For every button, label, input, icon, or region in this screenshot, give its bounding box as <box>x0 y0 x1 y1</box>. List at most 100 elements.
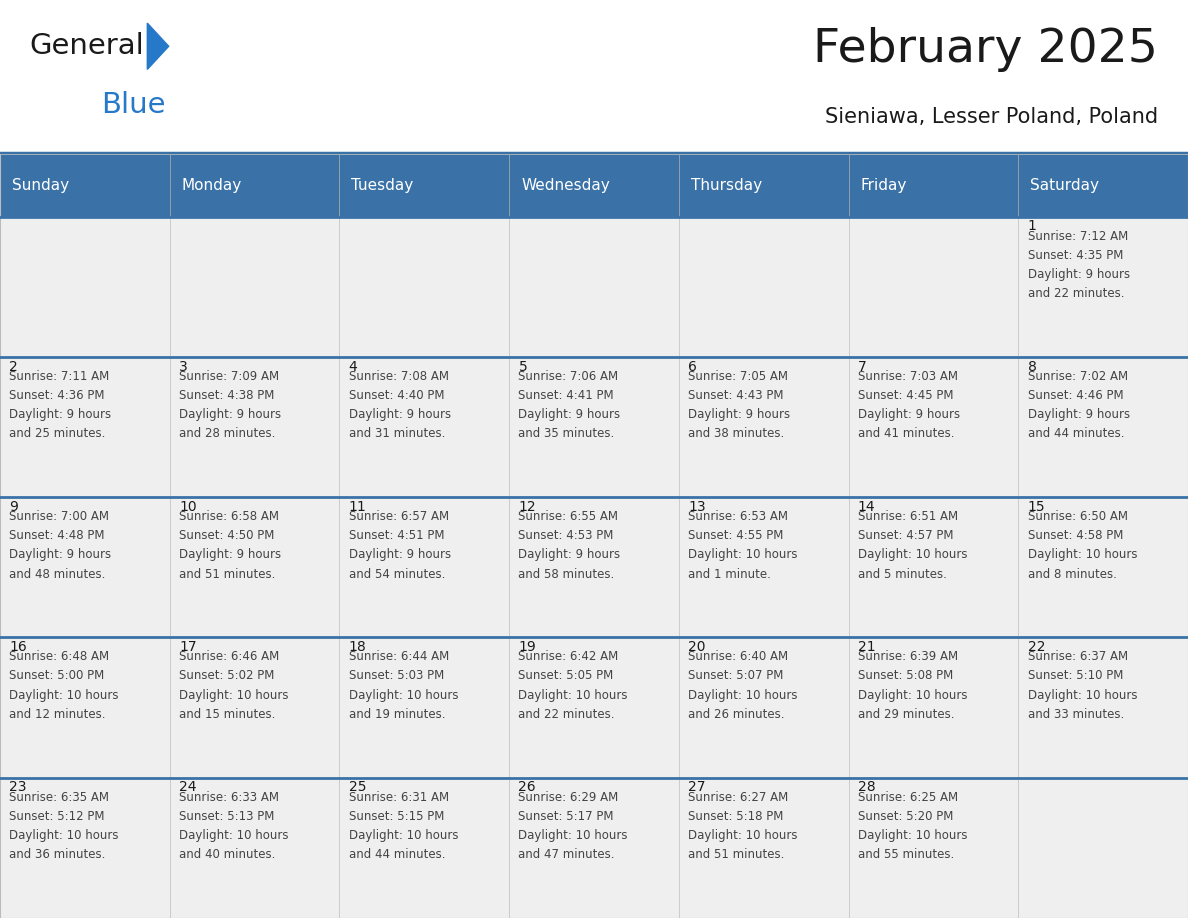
Text: Sieniawa, Lesser Poland, Poland: Sieniawa, Lesser Poland, Poland <box>826 107 1158 128</box>
Text: Daylight: 9 hours: Daylight: 9 hours <box>349 409 451 421</box>
Text: Sunset: 5:10 PM: Sunset: 5:10 PM <box>1028 669 1123 682</box>
Text: and 44 minutes.: and 44 minutes. <box>349 848 446 861</box>
Text: and 55 minutes.: and 55 minutes. <box>858 848 954 861</box>
Bar <box>848 498 1018 637</box>
Text: and 54 minutes.: and 54 minutes. <box>349 567 446 580</box>
Bar <box>340 154 510 217</box>
Text: Daylight: 10 hours: Daylight: 10 hours <box>1028 548 1137 561</box>
Text: Sunset: 5:07 PM: Sunset: 5:07 PM <box>688 669 784 682</box>
Text: Sunrise: 7:02 AM: Sunrise: 7:02 AM <box>1028 370 1127 383</box>
Text: Sunrise: 7:12 AM: Sunrise: 7:12 AM <box>1028 230 1127 242</box>
Bar <box>848 637 1018 778</box>
Text: and 31 minutes.: and 31 minutes. <box>349 427 446 441</box>
Text: Sunset: 4:50 PM: Sunset: 4:50 PM <box>179 529 274 543</box>
Text: Sunset: 4:46 PM: Sunset: 4:46 PM <box>1028 389 1123 402</box>
Text: Sunset: 4:51 PM: Sunset: 4:51 PM <box>349 529 444 543</box>
Text: and 38 minutes.: and 38 minutes. <box>688 427 784 441</box>
Text: 3: 3 <box>179 360 188 374</box>
Bar <box>1018 778 1188 918</box>
Text: Sunset: 5:12 PM: Sunset: 5:12 PM <box>10 810 105 823</box>
Text: 1: 1 <box>1028 219 1036 233</box>
Text: Sunrise: 6:35 AM: Sunrise: 6:35 AM <box>10 790 109 803</box>
Text: Daylight: 9 hours: Daylight: 9 hours <box>10 548 112 561</box>
Bar <box>1018 357 1188 498</box>
Text: Daylight: 9 hours: Daylight: 9 hours <box>10 409 112 421</box>
Text: Sunset: 5:20 PM: Sunset: 5:20 PM <box>858 810 953 823</box>
Text: Sunrise: 6:37 AM: Sunrise: 6:37 AM <box>1028 650 1127 664</box>
Text: 11: 11 <box>349 500 367 514</box>
Text: and 47 minutes.: and 47 minutes. <box>518 848 615 861</box>
Text: and 48 minutes.: and 48 minutes. <box>10 567 106 580</box>
Text: Sunset: 5:15 PM: Sunset: 5:15 PM <box>349 810 444 823</box>
Text: Sunday: Sunday <box>12 178 69 193</box>
Bar <box>1018 498 1188 637</box>
Bar <box>340 357 510 498</box>
Text: Daylight: 10 hours: Daylight: 10 hours <box>518 829 628 842</box>
Text: Daylight: 9 hours: Daylight: 9 hours <box>518 409 620 421</box>
Text: 7: 7 <box>858 360 867 374</box>
Text: Sunset: 4:36 PM: Sunset: 4:36 PM <box>10 389 105 402</box>
Text: 26: 26 <box>518 780 536 794</box>
Text: 22: 22 <box>1028 640 1045 655</box>
Text: Sunrise: 6:40 AM: Sunrise: 6:40 AM <box>688 650 789 664</box>
Text: 14: 14 <box>858 500 876 514</box>
Text: Sunrise: 6:51 AM: Sunrise: 6:51 AM <box>858 510 958 523</box>
Text: Sunrise: 7:03 AM: Sunrise: 7:03 AM <box>858 370 958 383</box>
Bar <box>0 498 170 637</box>
Text: and 22 minutes.: and 22 minutes. <box>1028 287 1124 300</box>
Text: Daylight: 9 hours: Daylight: 9 hours <box>1028 268 1130 281</box>
Bar <box>170 154 340 217</box>
Bar <box>170 778 340 918</box>
Text: Sunset: 5:08 PM: Sunset: 5:08 PM <box>858 669 953 682</box>
Text: Sunrise: 6:44 AM: Sunrise: 6:44 AM <box>349 650 449 664</box>
Bar <box>1018 217 1188 357</box>
Text: Sunset: 5:13 PM: Sunset: 5:13 PM <box>179 810 274 823</box>
Bar <box>0 357 170 498</box>
Text: and 28 minutes.: and 28 minutes. <box>179 427 276 441</box>
Text: Daylight: 10 hours: Daylight: 10 hours <box>858 688 967 701</box>
Text: and 41 minutes.: and 41 minutes. <box>858 427 954 441</box>
Text: Sunrise: 6:27 AM: Sunrise: 6:27 AM <box>688 790 789 803</box>
Text: Sunrise: 7:09 AM: Sunrise: 7:09 AM <box>179 370 279 383</box>
Bar <box>848 778 1018 918</box>
Bar <box>678 778 848 918</box>
Text: Sunset: 5:00 PM: Sunset: 5:00 PM <box>10 669 105 682</box>
Text: 12: 12 <box>518 500 536 514</box>
Text: 2: 2 <box>10 360 18 374</box>
Text: and 8 minutes.: and 8 minutes. <box>1028 567 1117 580</box>
Text: and 36 minutes.: and 36 minutes. <box>10 848 106 861</box>
Bar <box>678 154 848 217</box>
Text: 4: 4 <box>349 360 358 374</box>
Text: Sunset: 5:17 PM: Sunset: 5:17 PM <box>518 810 614 823</box>
Bar <box>340 637 510 778</box>
Text: Sunrise: 7:05 AM: Sunrise: 7:05 AM <box>688 370 788 383</box>
Text: Daylight: 10 hours: Daylight: 10 hours <box>10 829 119 842</box>
Text: 10: 10 <box>179 500 197 514</box>
Text: Sunset: 4:58 PM: Sunset: 4:58 PM <box>1028 529 1123 543</box>
Text: Sunset: 4:35 PM: Sunset: 4:35 PM <box>1028 249 1123 262</box>
Text: 13: 13 <box>688 500 706 514</box>
Text: and 25 minutes.: and 25 minutes. <box>10 427 106 441</box>
Text: Daylight: 9 hours: Daylight: 9 hours <box>179 409 282 421</box>
Text: 27: 27 <box>688 780 706 794</box>
Text: Daylight: 10 hours: Daylight: 10 hours <box>1028 688 1137 701</box>
Text: and 40 minutes.: and 40 minutes. <box>179 848 276 861</box>
Text: 21: 21 <box>858 640 876 655</box>
Text: Daylight: 10 hours: Daylight: 10 hours <box>858 829 967 842</box>
Text: Sunset: 4:45 PM: Sunset: 4:45 PM <box>858 389 954 402</box>
Text: February 2025: February 2025 <box>814 27 1158 72</box>
Text: Daylight: 10 hours: Daylight: 10 hours <box>349 688 459 701</box>
Text: Sunset: 4:41 PM: Sunset: 4:41 PM <box>518 389 614 402</box>
Bar <box>1018 637 1188 778</box>
Text: Sunrise: 6:57 AM: Sunrise: 6:57 AM <box>349 510 449 523</box>
Text: Sunrise: 6:25 AM: Sunrise: 6:25 AM <box>858 790 958 803</box>
Text: Daylight: 9 hours: Daylight: 9 hours <box>349 548 451 561</box>
Text: Daylight: 9 hours: Daylight: 9 hours <box>518 548 620 561</box>
Text: 18: 18 <box>349 640 367 655</box>
Text: Sunrise: 6:58 AM: Sunrise: 6:58 AM <box>179 510 279 523</box>
Text: Monday: Monday <box>182 178 242 193</box>
Text: Sunrise: 7:00 AM: Sunrise: 7:00 AM <box>10 510 109 523</box>
Text: 9: 9 <box>10 500 18 514</box>
Text: Sunset: 5:02 PM: Sunset: 5:02 PM <box>179 669 274 682</box>
Text: and 12 minutes.: and 12 minutes. <box>10 708 106 721</box>
